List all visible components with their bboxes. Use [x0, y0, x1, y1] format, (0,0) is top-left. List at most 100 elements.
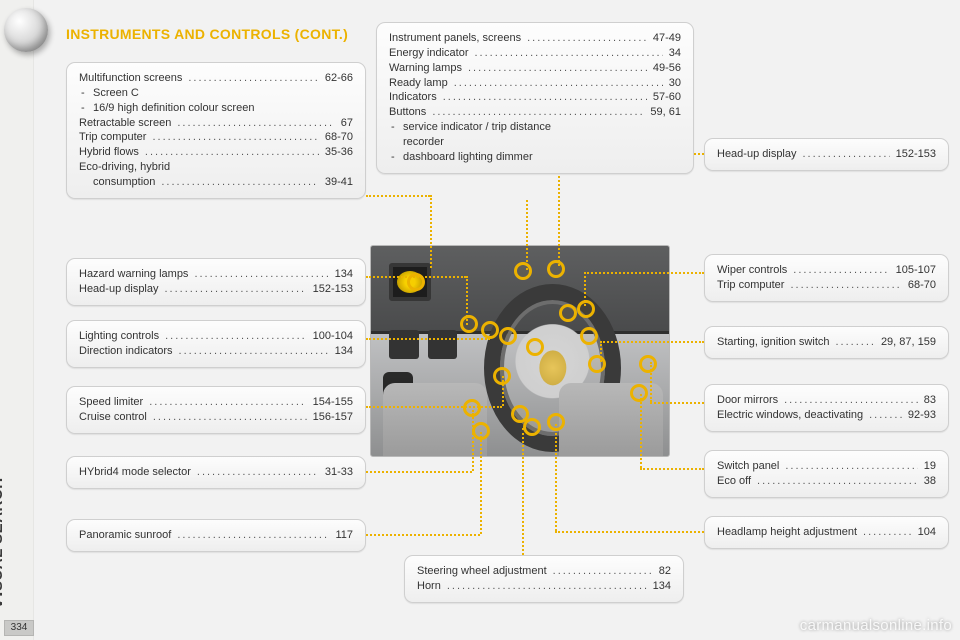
- callout-pages: 134: [653, 579, 671, 594]
- leader-dots: [153, 410, 307, 421]
- callout-label: Wiper controls: [717, 263, 787, 278]
- hotspot-ring: [639, 355, 657, 373]
- callout-label: recorder: [389, 135, 681, 150]
- callout-label: Warning lamps: [389, 61, 462, 76]
- page-title: INSTRUMENTS AND CONTROLS (CONT.): [66, 26, 348, 42]
- callout-pages: 67: [341, 116, 353, 131]
- callout-pages: 82: [659, 564, 671, 579]
- callout-label: 16/9 high definition colour screen: [79, 101, 353, 116]
- corner-knob-icon: [4, 8, 48, 52]
- leader-dots: [165, 282, 307, 293]
- callout-pages: 62-66: [325, 71, 353, 86]
- leader-dots: [177, 528, 329, 539]
- callout-ignition: Starting, ignition switch29, 87, 159: [704, 326, 949, 359]
- hotspot-ring: [547, 260, 565, 278]
- callout-hla: Headlamp height adjustment 104: [704, 516, 949, 549]
- leader-dots: [447, 579, 647, 590]
- callout-label: Ready lamp: [389, 76, 448, 91]
- leader-dots: [145, 145, 319, 156]
- callout-pages: 59, 61: [650, 105, 681, 120]
- callout-label: Buttons: [389, 105, 426, 120]
- hotspot-ring: [559, 304, 577, 322]
- leader-dots: [197, 465, 319, 476]
- callout-pages: 57-60: [653, 90, 681, 105]
- leader-dots: [785, 459, 917, 470]
- callout-label: Trip computer: [79, 130, 146, 145]
- callout-label: Headlamp height adjustment: [717, 525, 857, 540]
- callout-label: Direction indicators: [79, 344, 173, 359]
- callout-pages: 38: [924, 474, 936, 489]
- leader-dots: [790, 278, 901, 289]
- callout-wiper: Wiper controls105-107Trip computer68-70: [704, 254, 949, 302]
- leader-dots: [194, 267, 328, 278]
- leader-dots: [784, 393, 918, 404]
- callout-pages: 30: [669, 76, 681, 91]
- hotspot-ring: [499, 327, 517, 345]
- vent-icon: [389, 330, 419, 359]
- callout-label: Switch panel: [717, 459, 779, 474]
- callout-label: Screen C: [79, 86, 353, 101]
- callout-hybrid-mode: HYbrid4 mode selector31-33: [66, 456, 366, 489]
- hotspot-ring: [526, 338, 544, 356]
- page-number: 334: [4, 620, 34, 636]
- callout-label: Eco off: [717, 474, 751, 489]
- callout-label: Door mirrors: [717, 393, 778, 408]
- callout-switch: Switch panel 19 Eco off 38: [704, 450, 949, 498]
- leader-dots: [836, 335, 875, 346]
- callout-label: Steering wheel adjustment: [417, 564, 547, 579]
- hotspot-ring: [588, 355, 606, 373]
- callout-label: Eco-driving, hybrid: [79, 160, 353, 175]
- leader-dots: [432, 105, 644, 116]
- section-label-rest: SUAL SEARCH: [0, 477, 6, 591]
- leader-dots: [179, 344, 329, 355]
- callout-pages: 47-49: [653, 31, 681, 46]
- callout-pages: 19: [924, 459, 936, 474]
- leader-dots: [869, 408, 902, 419]
- hotspot-ring: [460, 315, 478, 333]
- callout-speed: Speed limiter154-155Cruise control156-15…: [66, 386, 366, 434]
- callout-label: Electric windows, deactivating: [717, 408, 863, 423]
- leader-dots: [161, 175, 318, 186]
- callout-pages: 134: [335, 267, 353, 282]
- callout-pages: 156-157: [313, 410, 353, 425]
- hotspot-ring: [523, 418, 541, 436]
- callout-label: Multifunction screens: [79, 71, 182, 86]
- callout-label: Horn: [417, 579, 441, 594]
- callout-pages: 117: [335, 528, 353, 543]
- callout-label: Indicators: [389, 90, 437, 105]
- callout-multifunction: Multifunction screens 62-66Screen C16/9 h…: [66, 62, 366, 199]
- callout-hud: Head-up display 152-153: [704, 138, 949, 171]
- leader-dots: [188, 71, 319, 82]
- callout-pages: 105-107: [896, 263, 936, 278]
- callout-label: Head-up display: [717, 147, 797, 162]
- leader-dots: [443, 90, 647, 101]
- callout-label: Energy indicator: [389, 46, 469, 61]
- callout-pages: 104: [918, 525, 936, 540]
- callout-pages: 100-104: [313, 329, 353, 344]
- callout-label: Hazard warning lamps: [79, 267, 188, 282]
- callout-pages: 92-93: [908, 408, 936, 423]
- callout-hazard: Hazard warning lamps134Head-up display15…: [66, 258, 366, 306]
- callout-pages: 83: [924, 393, 936, 408]
- leader-dots: [553, 564, 653, 575]
- leader-dots: [793, 263, 889, 274]
- leader-dots: [803, 147, 890, 158]
- callout-pages: 152-153: [313, 282, 353, 297]
- callout-label: Instrument panels, screens: [389, 31, 521, 46]
- watermark: carmanualsonline.info: [800, 617, 952, 634]
- callout-pages: 68-70: [908, 278, 936, 293]
- callout-label: Retractable screen: [79, 116, 171, 131]
- leader-dots: [468, 61, 647, 72]
- callout-pages: 29, 87, 159: [881, 335, 936, 350]
- callout-label: Hybrid flows: [79, 145, 139, 160]
- callout-lighting: Lighting controls100-104Direction indica…: [66, 320, 366, 368]
- leader-dots: [149, 395, 306, 406]
- callout-label: dashboard lighting dimmer: [389, 150, 681, 165]
- section-label-accent: VI: [0, 591, 7, 610]
- callout-instrument: Instrument panels, screens 47-49 Energy in…: [376, 22, 694, 174]
- callout-label: Panoramic sunroof: [79, 528, 171, 543]
- leader-dots: [863, 525, 912, 536]
- leader-dots: [177, 116, 334, 127]
- leader-dots: [454, 76, 663, 87]
- callout-pages: 152-153: [896, 147, 936, 162]
